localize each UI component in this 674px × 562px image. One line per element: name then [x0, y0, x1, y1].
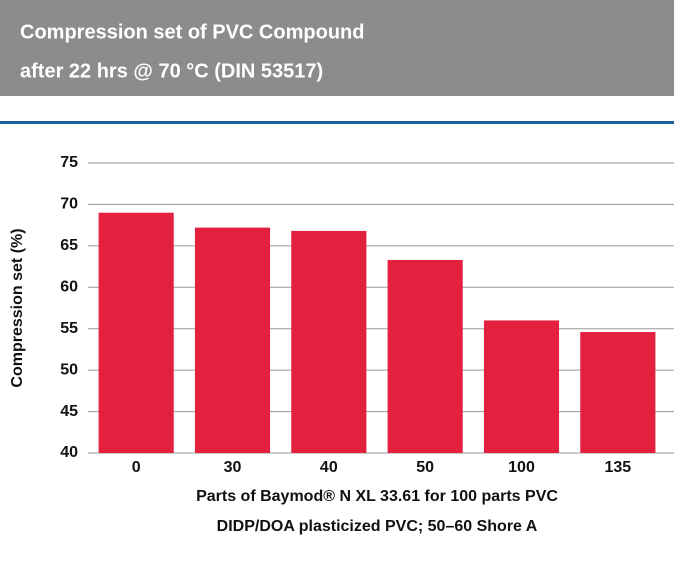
x-tick-label: 30 [224, 459, 242, 476]
y-tick-label: 45 [60, 403, 78, 420]
chart-title: Compression set of PVC Compound [20, 21, 364, 43]
y-tick-label: 50 [60, 361, 78, 378]
x-tick-label: 0 [132, 459, 141, 476]
x-tick-label: 100 [508, 459, 535, 476]
bar [387, 259, 463, 453]
header-box [0, 0, 674, 96]
y-tick-label: 65 [60, 237, 78, 254]
y-tick-label: 75 [60, 154, 78, 171]
x-tick-label: 50 [416, 459, 434, 476]
y-tick-label: 40 [60, 444, 78, 461]
bar [580, 332, 656, 453]
bar [291, 230, 367, 453]
chart-title: after 22 hrs @ 70 °C (DIN 53517) [20, 60, 323, 82]
bar [98, 212, 174, 453]
x-tick-label: 40 [320, 459, 338, 476]
y-axis-label: Compression set (%) [9, 228, 26, 387]
bar [483, 320, 560, 453]
y-tick-label: 70 [60, 196, 78, 213]
bar [194, 227, 271, 453]
x-tick-label: 135 [604, 459, 631, 476]
y-tick-label: 55 [60, 320, 78, 337]
header-rule [0, 121, 674, 124]
x-axis-label: DIDP/DOA plasticized PVC; 50–60 Shore A [217, 518, 538, 535]
y-tick-label: 60 [60, 279, 78, 296]
x-axis-label: Parts of Baymod® N XL 33.61 for 100 part… [196, 488, 558, 505]
